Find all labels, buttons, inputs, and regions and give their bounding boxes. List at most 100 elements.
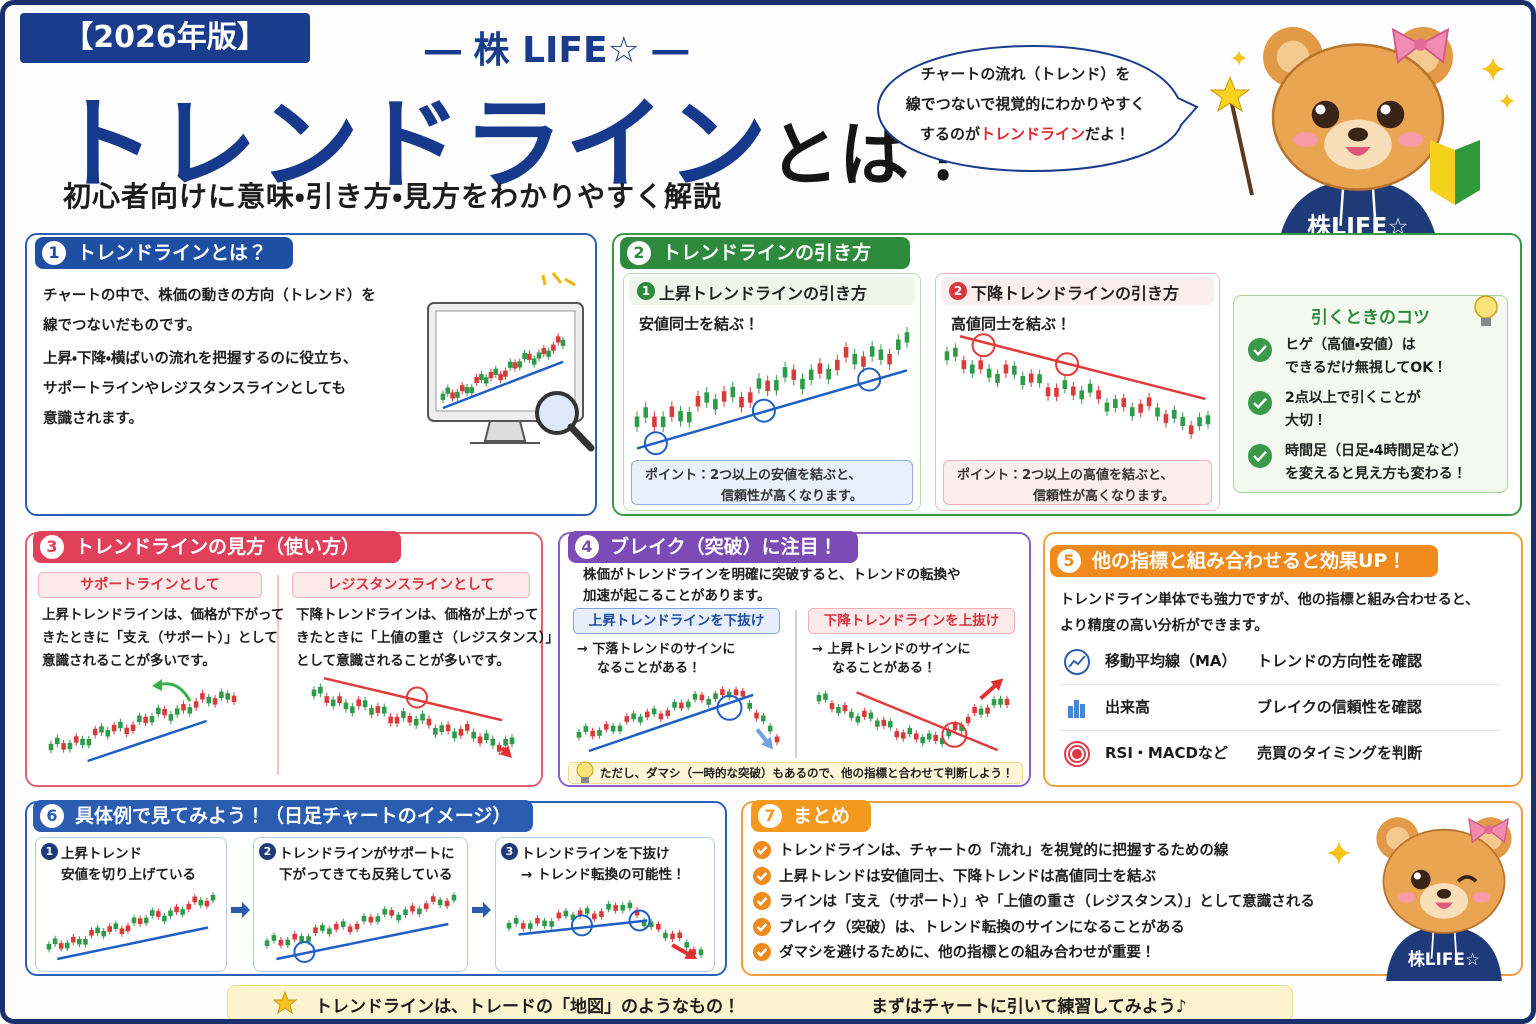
- candle-body: [672, 701, 677, 708]
- section-title: トレンドラインとは？: [77, 242, 268, 264]
- card-text: 意識されることが多いです。: [42, 653, 216, 669]
- candle-body: [678, 411, 683, 422]
- card-text: なることがある！: [597, 661, 702, 676]
- candle-body: [791, 369, 797, 380]
- candle-body: [660, 416, 666, 427]
- summary-item: 上昇トレンドは安値同士、下降トレンドは高値同士を結ぶ: [779, 868, 1156, 885]
- candle-body: [1054, 387, 1059, 397]
- candle-body: [634, 416, 640, 427]
- candle-body: [829, 703, 835, 710]
- example-card: [253, 837, 468, 972]
- candle-illustration: [46, 892, 216, 961]
- arrow-head: [990, 678, 1004, 691]
- candle-body: [699, 694, 705, 701]
- candle-body: [887, 353, 892, 365]
- speech-text: だよ！: [1085, 125, 1131, 143]
- candle-body: [513, 918, 519, 924]
- candle-body: [503, 738, 508, 746]
- note-text: ただし、ダマシ（一時的な突破）もあるので、他の指標と合わせて判断しよう！: [600, 766, 1014, 780]
- attention-mark: [564, 277, 576, 287]
- section-header: 1 トレンドラインとは？: [35, 237, 293, 269]
- section-header: 3 トレンドラインの見方（使い方）: [33, 531, 401, 563]
- candle-body: [895, 339, 901, 350]
- candle-body: [162, 915, 167, 922]
- check-mark: [756, 845, 768, 855]
- candle-body: [1180, 417, 1186, 426]
- candle-body: [143, 716, 148, 724]
- card-title: レジスタンスラインとして: [292, 572, 530, 598]
- candle-body: [95, 927, 100, 934]
- candle-body: [670, 933, 675, 940]
- candle-body: [77, 938, 82, 945]
- candle-body: [617, 725, 623, 732]
- candle-body: [324, 696, 330, 703]
- section-header: 7 まとめ: [751, 800, 871, 832]
- candle-body: [823, 693, 828, 700]
- mascot: 株LIFE☆: [1263, 27, 1453, 257]
- subtitle: 初心者向けに意味・引き方・見方をわかりやすく解説: [63, 180, 723, 213]
- candle-body: [881, 719, 887, 726]
- candle-body: [469, 386, 475, 394]
- candle-body: [774, 736, 780, 743]
- bulb-glass: [1474, 295, 1498, 319]
- candle-body: [679, 702, 684, 709]
- section-number: 4: [575, 535, 599, 559]
- candle-body: [527, 353, 532, 360]
- check-mark: [756, 871, 768, 881]
- brand: ― 株 LIFE☆ ―: [425, 30, 689, 71]
- cheek: [1397, 892, 1416, 903]
- candle-body: [590, 730, 595, 737]
- check-icon: [753, 917, 771, 936]
- candle-body: [875, 720, 880, 727]
- card-text: きたときに「支え（サポート）」として: [42, 630, 278, 646]
- candle-body: [888, 721, 893, 728]
- candle-body: [1146, 397, 1152, 407]
- candle-body: [816, 695, 822, 702]
- sparkle-shape: [1481, 57, 1505, 81]
- card-text: → 上昇トレンドのサインに: [812, 642, 971, 657]
- candle-body: [959, 724, 964, 731]
- touch-circle: [628, 909, 651, 932]
- icon-target: [1068, 745, 1086, 763]
- candle-body: [381, 706, 387, 714]
- candle-body: [113, 923, 119, 930]
- candle-body: [89, 929, 94, 936]
- candle-body: [767, 725, 773, 732]
- candle-body: [658, 713, 664, 720]
- candle-body: [627, 902, 633, 909]
- bow: [1487, 817, 1509, 844]
- candle-body: [560, 339, 566, 346]
- candle-body: [389, 910, 394, 916]
- candle-body: [610, 725, 616, 732]
- candle-body: [439, 725, 445, 733]
- flow-arrow: [472, 902, 491, 918]
- section-card: [558, 532, 1031, 787]
- candle-body: [644, 711, 650, 718]
- trend-line: [588, 693, 754, 753]
- candle-body: [733, 689, 739, 696]
- candle-body: [493, 368, 499, 375]
- candle-body: [528, 923, 533, 929]
- candle-body: [430, 896, 436, 902]
- candle-body: [73, 736, 79, 743]
- candle-body: [826, 368, 831, 380]
- candle-body: [665, 710, 671, 717]
- touch-circle: [570, 914, 593, 937]
- section-number: 5: [1057, 549, 1081, 573]
- candle-body: [926, 733, 932, 740]
- candle-body: [180, 909, 185, 915]
- candle-body: [86, 739, 92, 746]
- candle-body: [356, 699, 362, 707]
- bulb-glass: [576, 761, 594, 779]
- check-mark: [1253, 344, 1267, 357]
- paragraph: 上昇・下降・横ばいの流れを把握するのに役立ち、: [43, 351, 358, 367]
- candle-body: [119, 928, 125, 934]
- candle-body: [225, 693, 230, 700]
- candle-body: [747, 392, 753, 403]
- candle-body: [998, 698, 1003, 705]
- card-text: きたときに「上値の重さ（レジスタンス）」: [296, 630, 559, 646]
- candle-body: [584, 908, 590, 914]
- candle-body: [933, 734, 938, 742]
- indicator-name: 移動平均線（MA）: [1105, 652, 1237, 670]
